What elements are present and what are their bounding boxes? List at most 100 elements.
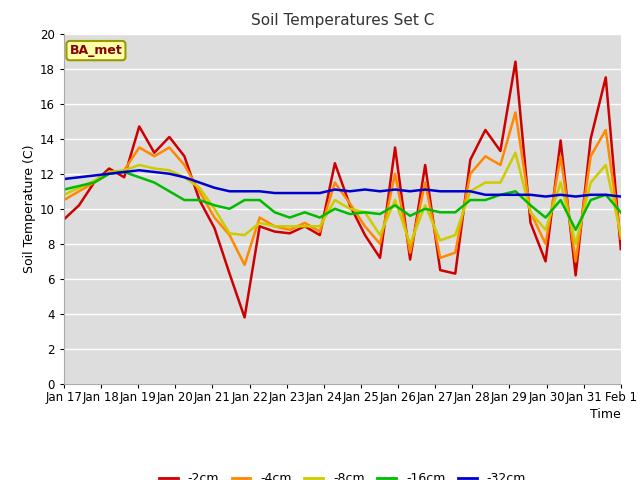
-4cm: [376, 241, 384, 247]
-8cm: [406, 241, 414, 247]
-32cm: [180, 174, 188, 180]
-32cm: [602, 192, 609, 198]
-4cm: [587, 154, 595, 159]
-32cm: [106, 171, 113, 177]
-8cm: [120, 168, 128, 173]
X-axis label: Time: Time: [590, 408, 621, 421]
-8cm: [346, 206, 354, 212]
-4cm: [481, 154, 489, 159]
Line: -4cm: -4cm: [64, 112, 621, 265]
-16cm: [527, 203, 534, 208]
-16cm: [391, 203, 399, 208]
-16cm: [301, 209, 308, 215]
-4cm: [557, 154, 564, 159]
-16cm: [241, 197, 248, 203]
-16cm: [180, 197, 188, 203]
-4cm: [241, 262, 248, 268]
-16cm: [541, 215, 549, 220]
-32cm: [541, 193, 549, 199]
-2cm: [271, 228, 278, 234]
-8cm: [331, 197, 339, 203]
-16cm: [136, 174, 143, 180]
-2cm: [180, 154, 188, 159]
-32cm: [436, 188, 444, 194]
-32cm: [481, 192, 489, 198]
-16cm: [211, 203, 218, 208]
-2cm: [136, 123, 143, 129]
-4cm: [316, 228, 324, 234]
Y-axis label: Soil Temperature (C): Soil Temperature (C): [23, 144, 36, 273]
-8cm: [587, 180, 595, 185]
-16cm: [331, 206, 339, 212]
-16cm: [421, 206, 429, 212]
-8cm: [180, 174, 188, 180]
-8cm: [451, 232, 459, 238]
-32cm: [166, 171, 173, 177]
-8cm: [557, 180, 564, 185]
-16cm: [90, 180, 98, 185]
-4cm: [136, 144, 143, 150]
-2cm: [331, 160, 339, 166]
-2cm: [602, 74, 609, 80]
-8cm: [241, 232, 248, 238]
-32cm: [617, 193, 625, 199]
-4cm: [180, 162, 188, 168]
-8cm: [196, 185, 204, 191]
-4cm: [467, 171, 474, 177]
-2cm: [301, 223, 308, 229]
-2cm: [572, 273, 579, 278]
-2cm: [90, 180, 98, 185]
-4cm: [226, 232, 234, 238]
Text: BA_met: BA_met: [70, 44, 122, 57]
-32cm: [497, 192, 504, 198]
-2cm: [617, 246, 625, 252]
-2cm: [256, 223, 264, 229]
-32cm: [451, 188, 459, 194]
-8cm: [271, 223, 278, 229]
-4cm: [76, 188, 83, 194]
-16cm: [497, 192, 504, 198]
-8cm: [572, 241, 579, 247]
-32cm: [511, 192, 519, 198]
-4cm: [106, 171, 113, 177]
-16cm: [617, 209, 625, 215]
-4cm: [211, 215, 218, 220]
-2cm: [150, 150, 158, 156]
-4cm: [602, 127, 609, 133]
-32cm: [211, 185, 218, 191]
-8cm: [361, 209, 369, 215]
-32cm: [316, 190, 324, 196]
-32cm: [76, 174, 83, 180]
-4cm: [541, 241, 549, 247]
Title: Soil Temperatures Set C: Soil Temperatures Set C: [251, 13, 434, 28]
-32cm: [406, 188, 414, 194]
-4cm: [196, 188, 204, 194]
-8cm: [527, 209, 534, 215]
-4cm: [497, 162, 504, 168]
-32cm: [120, 169, 128, 175]
-16cm: [166, 188, 173, 194]
-4cm: [572, 258, 579, 264]
-4cm: [60, 197, 68, 203]
-4cm: [120, 168, 128, 173]
-32cm: [90, 173, 98, 179]
-8cm: [602, 162, 609, 168]
-16cm: [60, 187, 68, 192]
-4cm: [301, 220, 308, 226]
-8cm: [256, 220, 264, 226]
-4cm: [166, 144, 173, 150]
-2cm: [421, 162, 429, 168]
-16cm: [150, 180, 158, 185]
-8cm: [376, 232, 384, 238]
-2cm: [481, 127, 489, 133]
-2cm: [557, 138, 564, 144]
-8cm: [421, 203, 429, 208]
-32cm: [361, 187, 369, 192]
-16cm: [587, 197, 595, 203]
-16cm: [286, 215, 294, 220]
-32cm: [527, 192, 534, 198]
-8cm: [76, 185, 83, 191]
-32cm: [196, 180, 204, 185]
-2cm: [376, 255, 384, 261]
-32cm: [467, 188, 474, 194]
